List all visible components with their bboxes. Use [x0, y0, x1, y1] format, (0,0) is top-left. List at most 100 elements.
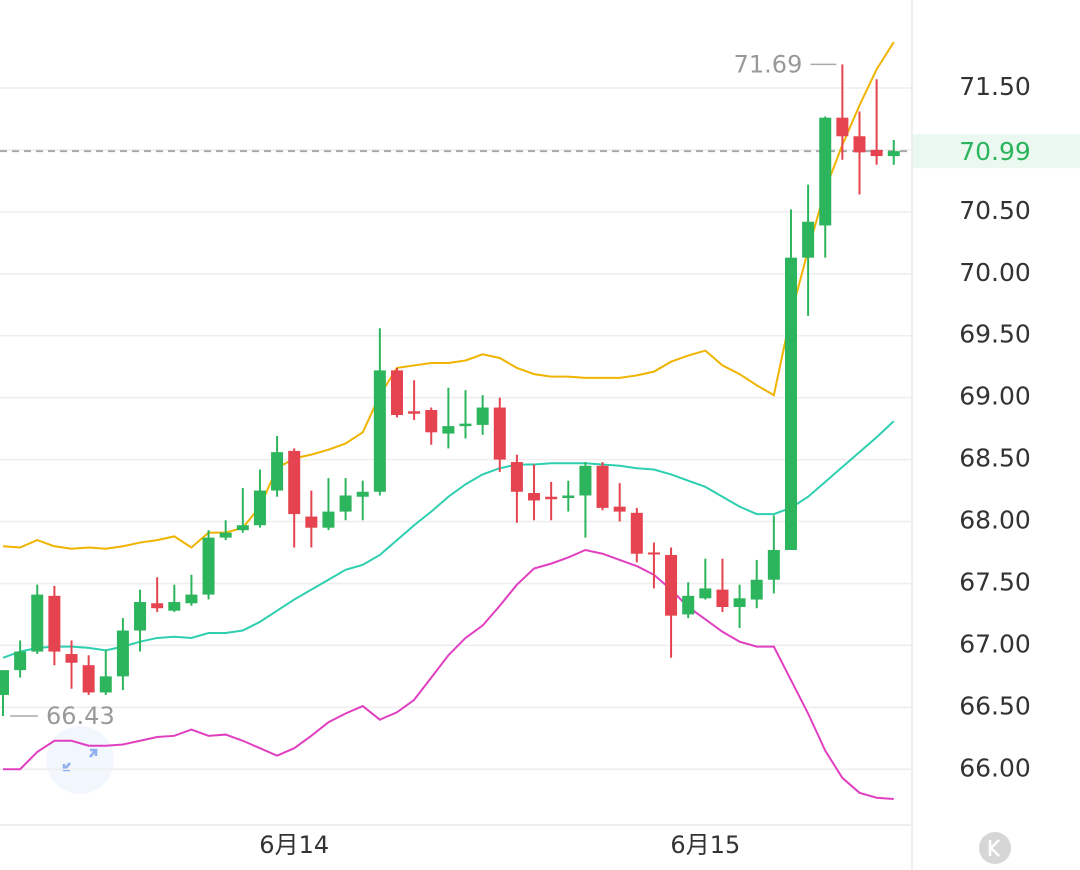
candle-body: [219, 532, 232, 538]
candle-body: [151, 603, 164, 609]
candle-body: [802, 221, 815, 258]
candle: [168, 584, 181, 612]
candle-body: [459, 423, 472, 427]
candle-body: [202, 537, 215, 595]
candle-body: [476, 407, 489, 425]
candle: [236, 488, 249, 533]
candle: [802, 184, 815, 316]
candle-body: [99, 676, 112, 693]
candle: [356, 480, 369, 521]
candle-body: [870, 149, 883, 157]
candle-body: [48, 595, 61, 652]
candle: [442, 387, 455, 449]
candle: [476, 395, 489, 435]
candle: [271, 436, 284, 497]
candle-body: [682, 595, 695, 615]
candle-body: [853, 136, 866, 153]
candle-body: [373, 370, 386, 492]
candle-body: [14, 651, 27, 671]
band-line: [2, 41, 895, 550]
grid: [0, 87, 912, 771]
candle: [288, 448, 301, 548]
band-line: [2, 420, 895, 659]
candle-body: [305, 516, 318, 528]
candle-body: [613, 506, 626, 512]
candle: [151, 577, 164, 612]
candle: [887, 139, 900, 165]
candle-body: [236, 525, 249, 531]
y-tick-label: 69.00: [959, 382, 1031, 411]
y-tick-label: 67.50: [959, 567, 1031, 596]
candle: [408, 380, 421, 420]
candle: [305, 490, 318, 548]
candle: [819, 116, 832, 258]
candle: [373, 328, 386, 496]
k-button[interactable]: [979, 832, 1011, 864]
candle: [836, 64, 849, 160]
candle-body: [0, 670, 9, 695]
candle-body: [510, 462, 523, 492]
candle-body: [733, 598, 746, 607]
candle: [99, 650, 112, 695]
candle-body: [442, 426, 455, 434]
candle-body: [168, 602, 181, 611]
candle-body: [134, 602, 147, 631]
candle-body: [767, 550, 780, 580]
candle-body: [425, 410, 438, 433]
zoom-button-bg: [46, 726, 114, 794]
candle: [596, 462, 609, 511]
candle-body: [630, 512, 643, 554]
candle: [82, 655, 95, 695]
candle: [579, 462, 592, 538]
candle-body: [647, 552, 660, 555]
x-tick-label: 6月14: [259, 831, 329, 859]
candle: [65, 640, 78, 689]
band-line: [3, 548, 894, 800]
y-tick-label: 66.00: [959, 753, 1031, 782]
candle: [665, 547, 678, 658]
candle: [0, 670, 9, 716]
candle: [116, 618, 129, 690]
candle: [870, 79, 883, 165]
candle-body: [784, 257, 797, 550]
candle: [459, 390, 472, 439]
candle: [14, 640, 27, 678]
candle: [390, 367, 403, 418]
candle-body: [339, 495, 352, 512]
candle-body: [528, 493, 541, 501]
candle: [253, 469, 266, 528]
candle-body: [665, 554, 678, 616]
last-price-label: 70.99: [959, 137, 1031, 166]
candle: [716, 558, 729, 612]
k-icon: [988, 839, 1000, 857]
candle: [647, 542, 660, 589]
candle: [613, 483, 626, 522]
candle-body: [31, 594, 44, 652]
candle-body: [699, 588, 712, 599]
candle: [784, 209, 797, 550]
zoom-button[interactable]: [46, 726, 114, 794]
candle: [733, 584, 746, 629]
candle: [767, 515, 780, 594]
candle-body: [716, 589, 729, 607]
high-label: 71.69: [734, 50, 803, 78]
candle-body: [322, 511, 335, 528]
candle-body: [579, 465, 592, 496]
y-tick-label: 71.50: [959, 72, 1031, 101]
y-tick-label: 69.50: [959, 320, 1031, 349]
candle-body: [545, 496, 558, 500]
last-price-bg: [913, 134, 1080, 169]
candle: [562, 480, 575, 512]
candle: [510, 454, 523, 523]
candle-body: [390, 370, 403, 415]
candle: [853, 111, 866, 195]
candle-body: [750, 579, 763, 600]
candle-body: [65, 654, 78, 663]
candle-body: [596, 465, 609, 508]
candle: [219, 520, 232, 541]
candle-body: [356, 491, 369, 497]
y-tick-label: 68.50: [959, 444, 1031, 473]
y-tick-label: 66.50: [959, 691, 1031, 720]
